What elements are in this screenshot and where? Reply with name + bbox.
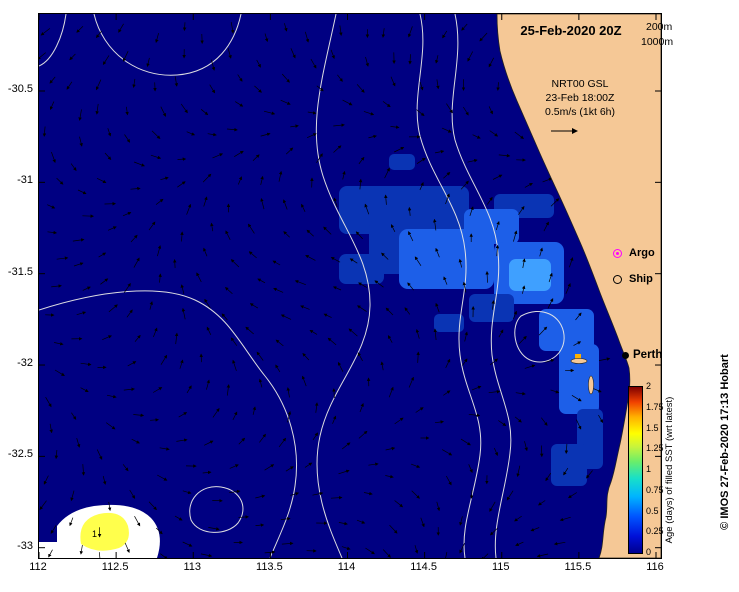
sst-age-patches (339, 154, 603, 486)
y-axis-tick-label: -31.5 (7, 265, 33, 278)
land-mass (496, 14, 661, 558)
colorbar-tick-label: 0.75 (646, 484, 664, 495)
argo-marker-icon (613, 248, 622, 258)
x-axis-tick-label: 113 (183, 561, 202, 573)
ship-marker-icon (613, 274, 622, 284)
x-axis-tick-label: 113.5 (256, 561, 283, 573)
depth-label-1000m: 1000m (641, 36, 674, 48)
ship-label: Ship (629, 273, 653, 285)
colorbar-tick-label: 1.75 (646, 401, 664, 412)
map-plot-area (38, 13, 662, 559)
x-axis-tick-label: 112.5 (101, 561, 129, 573)
rottnest-island (570, 358, 588, 364)
colorbar-tick-label: 0.25 (646, 526, 664, 537)
y-axis-tick-label: -32 (17, 357, 33, 370)
map-canvas (39, 14, 661, 558)
y-axis-tick-label: -32.5 (7, 448, 33, 461)
x-axis-tick-label: 114.5 (410, 561, 437, 573)
vector-scale-arrow (551, 122, 579, 140)
sst-age-old-patches (39, 504, 160, 558)
x-axis-tick-label: 112 (29, 561, 47, 573)
legend-ship: Ship (613, 273, 653, 285)
perth-dot-icon (622, 351, 629, 359)
colorbar-tick-label: 1 (646, 464, 652, 474)
vector-scale-text: 0.5m/s (1kt 6h) (544, 106, 616, 118)
y-axis-tick-label: -30.5 (7, 83, 33, 95)
x-axis-tick-label: 116 (646, 561, 664, 573)
colorbar-tick-label: 2 (646, 381, 652, 391)
perth-label: Perth (633, 349, 663, 361)
colorbar-tick-label: 1.5 (646, 422, 659, 433)
map-title: 25-Feb-2020 20Z (520, 23, 622, 38)
colorbar (628, 386, 643, 554)
argo-label: Argo (629, 247, 655, 259)
x-axis-tick-label: 115.5 (564, 561, 592, 573)
contour-inline-label: 1 (92, 529, 98, 539)
bathymetry-contours (39, 14, 565, 558)
depth-label-200m: 200m (646, 21, 673, 33)
x-axis-tick-label: 114 (337, 561, 356, 573)
colorbar-tick-label: 0 (646, 547, 652, 557)
colorbar-tick-label: 0.5 (646, 505, 659, 516)
city-perth: Perth (622, 349, 662, 361)
colorbar-label: Age (days) of filled SST (wrt latest) (664, 396, 675, 544)
product-name: NRT00 GSL (551, 78, 609, 90)
x-axis-tick-label: 115 (491, 561, 510, 573)
axis-tick-marks (39, 14, 661, 558)
y-axis-tick-label: -31 (17, 174, 33, 187)
copyright-text: © IMOS 27-Feb-2020 17:13 Hobart (719, 354, 731, 530)
y-axis-tick-label: -33 (17, 539, 33, 552)
legend-argo: Argo (613, 247, 655, 259)
current-vector-field (39, 22, 611, 558)
garden-island (588, 375, 594, 395)
product-datetime: 23-Feb 18:00Z (545, 92, 615, 104)
colorbar-tick-label: 1.25 (646, 443, 664, 454)
